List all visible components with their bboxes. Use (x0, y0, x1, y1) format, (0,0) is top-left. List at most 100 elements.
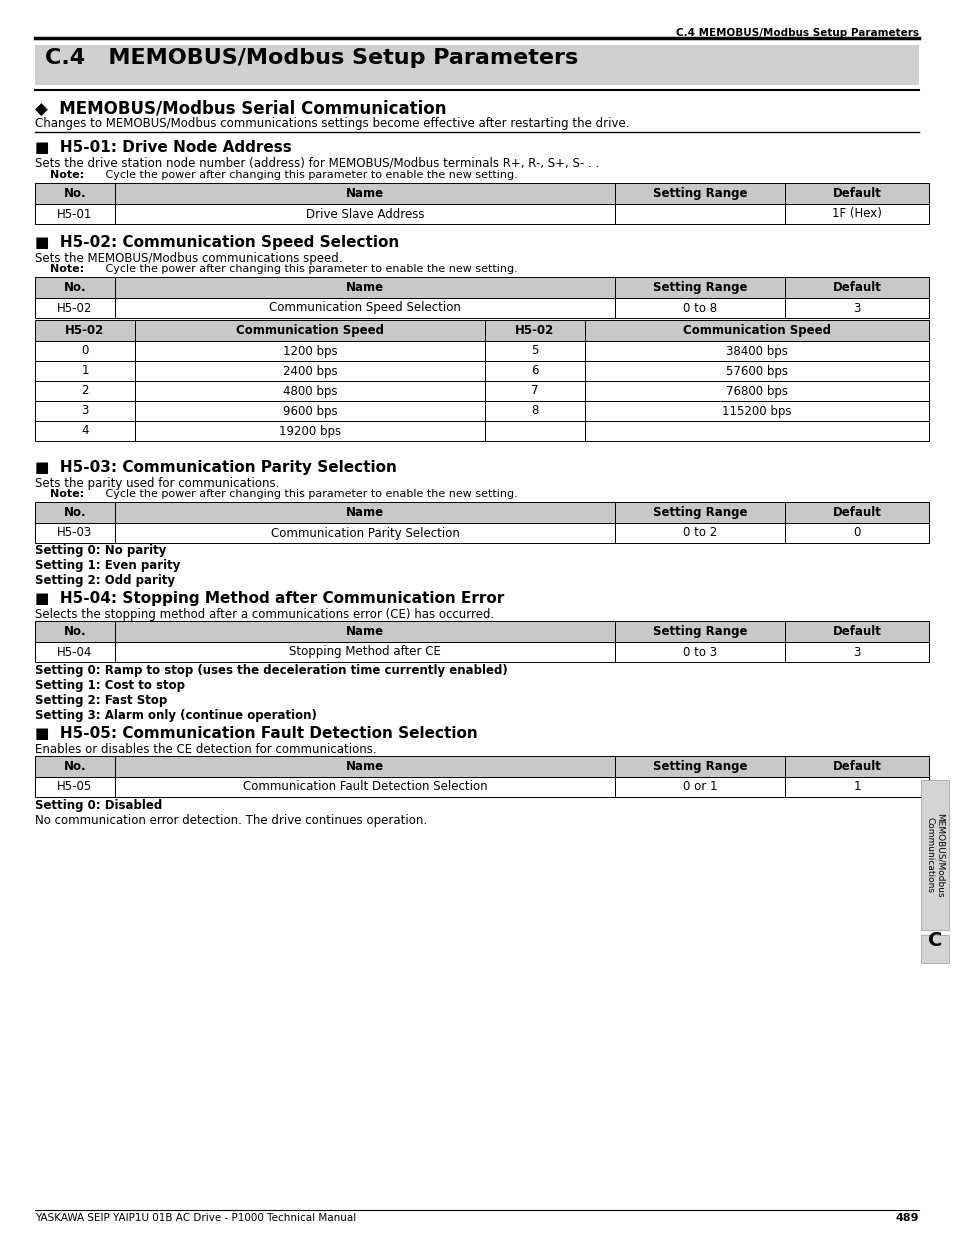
Bar (35, 642, 115, 662)
Bar (115, 522, 615, 543)
Text: Cycle the power after changing this parameter to enable the new setting.: Cycle the power after changing this para… (88, 264, 517, 274)
Text: 0 to 8: 0 to 8 (682, 301, 717, 315)
Text: C: C (927, 931, 942, 951)
Text: Setting 0: Ramp to stop (uses the deceleration time currently enabled): Setting 0: Ramp to stop (uses the decele… (35, 664, 507, 677)
Text: 1: 1 (852, 781, 860, 794)
Text: C.4 MEMOBUS/Modbus Setup Parameters: C.4 MEMOBUS/Modbus Setup Parameters (676, 28, 918, 38)
Bar (584, 421, 928, 441)
Text: No.: No. (64, 506, 86, 519)
Text: Setting Range: Setting Range (652, 282, 746, 294)
Text: H5-05: H5-05 (57, 781, 92, 794)
Bar (615, 777, 784, 797)
Text: 0: 0 (852, 526, 860, 540)
Text: 4: 4 (81, 425, 89, 437)
Bar (615, 298, 784, 317)
Bar (784, 277, 928, 298)
Text: Stopping Method after CE: Stopping Method after CE (289, 646, 440, 658)
Bar (115, 777, 615, 797)
Bar (135, 382, 484, 401)
Bar (615, 522, 784, 543)
Text: No.: No. (64, 186, 86, 200)
Text: 7: 7 (531, 384, 538, 398)
Text: H5-04: H5-04 (57, 646, 92, 658)
Bar (615, 621, 784, 642)
Bar (35, 756, 115, 777)
Bar (35, 183, 115, 204)
Text: Default: Default (832, 760, 881, 773)
Text: 5: 5 (531, 345, 538, 357)
Text: Setting 2: Fast Stop: Setting 2: Fast Stop (35, 694, 167, 706)
Text: 489: 489 (895, 1213, 918, 1223)
Text: ■  H5-01: Drive Node Address: ■ H5-01: Drive Node Address (35, 140, 292, 156)
Bar (35, 621, 115, 642)
Bar (584, 401, 928, 421)
Text: Cycle the power after changing this parameter to enable the new setting.: Cycle the power after changing this para… (88, 489, 517, 499)
Bar (115, 183, 615, 204)
Bar (615, 277, 784, 298)
Bar (115, 501, 615, 522)
Text: Communication Parity Selection: Communication Parity Selection (271, 526, 459, 540)
Bar (35, 204, 115, 224)
Text: Communication Speed: Communication Speed (682, 324, 830, 337)
Bar (135, 320, 484, 341)
Text: Name: Name (346, 506, 384, 519)
Text: 1: 1 (81, 364, 89, 378)
Bar (784, 204, 928, 224)
Text: No.: No. (64, 625, 86, 638)
Bar (35, 401, 135, 421)
Text: H5-02: H5-02 (515, 324, 554, 337)
Bar (484, 382, 584, 401)
Text: ■  H5-03: Communication Parity Selection: ■ H5-03: Communication Parity Selection (35, 459, 396, 475)
Bar (784, 183, 928, 204)
Text: H5-02: H5-02 (66, 324, 105, 337)
Text: Sets the drive station node number (address) for MEMOBUS/Modbus terminals R+, R-: Sets the drive station node number (addr… (35, 157, 598, 170)
Text: 8: 8 (531, 405, 538, 417)
Text: Default: Default (832, 282, 881, 294)
Text: Enables or disables the CE detection for communications.: Enables or disables the CE detection for… (35, 743, 376, 756)
Bar (135, 361, 484, 382)
Bar (35, 320, 135, 341)
Bar (135, 341, 484, 361)
Text: 57600 bps: 57600 bps (725, 364, 787, 378)
Text: Default: Default (832, 625, 881, 638)
Bar (484, 341, 584, 361)
Text: Setting Range: Setting Range (652, 506, 746, 519)
Bar (115, 277, 615, 298)
Text: 76800 bps: 76800 bps (725, 384, 787, 398)
Bar (35, 382, 135, 401)
Text: H5-01: H5-01 (57, 207, 92, 221)
Text: Note:: Note: (50, 170, 84, 180)
Bar (784, 298, 928, 317)
Text: Setting 3: Alarm only (continue operation): Setting 3: Alarm only (continue operatio… (35, 709, 316, 722)
Text: 4800 bps: 4800 bps (282, 384, 337, 398)
Text: Note:: Note: (50, 489, 84, 499)
Bar (115, 642, 615, 662)
Bar (35, 44, 918, 85)
Text: 19200 bps: 19200 bps (278, 425, 341, 437)
Text: 0 or 1: 0 or 1 (682, 781, 717, 794)
Bar (784, 777, 928, 797)
Text: 0 to 2: 0 to 2 (682, 526, 717, 540)
Bar (35, 522, 115, 543)
Text: Sets the parity used for communications.: Sets the parity used for communications. (35, 477, 279, 490)
Text: 2: 2 (81, 384, 89, 398)
Bar (35, 421, 135, 441)
Bar (35, 277, 115, 298)
Text: No.: No. (64, 282, 86, 294)
Text: Default: Default (832, 186, 881, 200)
Bar (615, 183, 784, 204)
Text: Default: Default (832, 506, 881, 519)
Text: No communication error detection. The drive continues operation.: No communication error detection. The dr… (35, 814, 427, 827)
Text: 3: 3 (852, 301, 860, 315)
Text: Communication Speed: Communication Speed (235, 324, 384, 337)
Text: Setting Range: Setting Range (652, 186, 746, 200)
Bar (584, 320, 928, 341)
Bar (115, 756, 615, 777)
Text: C.4   MEMOBUS/Modbus Setup Parameters: C.4 MEMOBUS/Modbus Setup Parameters (45, 48, 578, 68)
Bar (35, 777, 115, 797)
Bar (35, 298, 115, 317)
Text: 0: 0 (81, 345, 89, 357)
Text: ■  H5-02: Communication Speed Selection: ■ H5-02: Communication Speed Selection (35, 235, 399, 249)
Text: ◆  MEMOBUS/Modbus Serial Communication: ◆ MEMOBUS/Modbus Serial Communication (35, 100, 446, 119)
Bar (115, 204, 615, 224)
